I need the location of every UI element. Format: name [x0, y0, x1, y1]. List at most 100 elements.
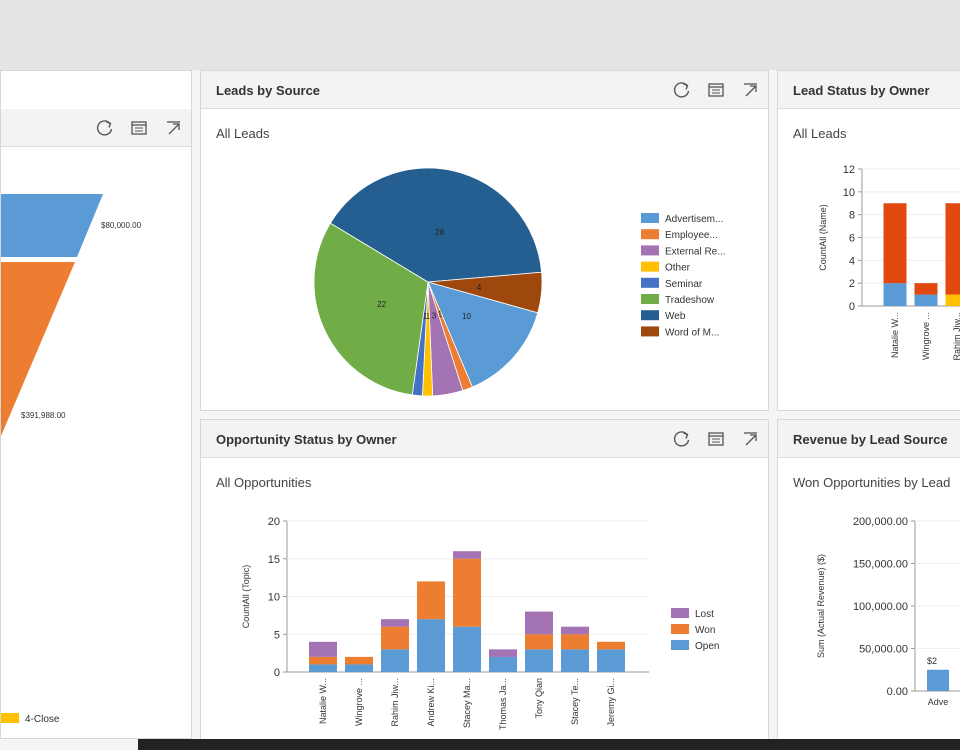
pie-data-label-7: 4 [477, 283, 482, 292]
y-tick-label: 10 [268, 592, 280, 604]
bar-segment[interactable] [417, 581, 445, 620]
x-tick-label: Jeremy Gi... [606, 678, 616, 727]
legend-swatch-7 [641, 326, 659, 337]
view-records-icon[interactable] [706, 429, 726, 449]
legend-label-5[interactable]: Tradeshow [665, 295, 715, 306]
bar-segment[interactable] [309, 664, 337, 672]
legend-swatch-4 [641, 277, 659, 288]
panel-title: Opportunity Status by Owner [216, 432, 397, 447]
bar-segment[interactable] [561, 626, 589, 635]
legend-label-6[interactable]: Web [665, 311, 686, 322]
y-axis-label: Sum (Actual Revenue) ($) [816, 554, 826, 658]
legend-swatch-lost [671, 608, 689, 618]
x-tick-label: Stacey Te... [570, 678, 580, 725]
x-tick-label: Wingrove ... [921, 312, 931, 360]
y-tick-label: 50,000.00 [859, 644, 908, 656]
lead-status-bar-chart: 0 2 4 6 8 10 12 CountAll (Name) Natalie W... Wing… [818, 164, 960, 361]
pie-data-label-5: 22 [377, 300, 386, 309]
bar-segment[interactable] [914, 294, 938, 306]
funnel-label-2: $391,988.00 [21, 411, 66, 420]
x-tick-label: Natalie W... [318, 678, 328, 724]
bar-segment[interactable] [597, 641, 625, 650]
expand-icon[interactable] [740, 429, 760, 449]
pie-slice-5[interactable] [313, 222, 429, 396]
funnel-chart: $80,000.00 $391,988.00 4-Close [1, 194, 142, 725]
lead-status-header: Lead Status by Owner [778, 71, 960, 109]
panel-title: Revenue by Lead Source [793, 432, 948, 447]
bar-segment[interactable] [309, 641, 337, 657]
bar-segment[interactable] [489, 656, 517, 672]
bar-segment[interactable] [883, 203, 907, 284]
refresh-icon[interactable] [672, 429, 692, 449]
y-tick-label: 200,000.00 [853, 516, 908, 528]
x-tick-label: Natalie W... [890, 312, 900, 358]
pie-slice-0[interactable] [427, 281, 539, 388]
x-tick-label: Wingrove ... [354, 678, 364, 726]
legend-label-0[interactable]: Advertisem... [665, 214, 723, 225]
revenue-bar-chart: 0.00 50,000.00 100,000.00 150,000.00 200,000… [816, 516, 960, 707]
legend-label-2[interactable]: External Re... [665, 246, 726, 257]
bar-segment[interactable] [914, 283, 938, 295]
pie-slice-7[interactable] [427, 271, 543, 314]
bar-segment[interactable] [561, 649, 589, 672]
revenue-panel: Revenue by Lead Source Won Opportunities… [777, 419, 960, 750]
view-records-icon[interactable] [129, 118, 149, 138]
y-tick-label: 15 [268, 554, 280, 566]
bar-segment[interactable] [945, 294, 960, 306]
funnel-label-1: $80,000.00 [101, 221, 142, 230]
panel-title: Leads by Source [216, 83, 321, 98]
bar-segment[interactable] [345, 664, 373, 672]
legend-label-4[interactable]: Seminar [665, 279, 703, 290]
legend-label-3[interactable]: Other [665, 263, 691, 274]
funnel-legend-swatch [1, 713, 19, 723]
bar-segment[interactable] [561, 634, 589, 650]
bar-segment[interactable] [525, 649, 553, 672]
funnel-stage-1[interactable] [1, 194, 103, 257]
x-tick-label: Rahim Jiw... [952, 312, 960, 361]
bar-segment[interactable] [309, 656, 337, 665]
top-navigation-bar [0, 0, 960, 70]
y-tick-label: 4 [849, 255, 855, 267]
y-tick-label: 0 [849, 301, 855, 313]
bar-segment[interactable] [453, 558, 481, 627]
funnel-panel-header [1, 109, 191, 147]
bar-segment[interactable] [597, 649, 625, 672]
opportunity-status-bar-chart: 0 5 10 15 20 CountAll (Topic) Natalie W... Wing… [241, 516, 719, 730]
panel-title: Lead Status by Owner [793, 83, 930, 98]
legend-swatch-open [671, 640, 689, 650]
bar-segment[interactable] [927, 669, 949, 691]
legend-label-lost[interactable]: Lost [695, 609, 714, 620]
legend-label-open[interactable]: Open [695, 641, 719, 652]
funnel-stage-2[interactable] [1, 262, 75, 436]
pie-data-label-4: 1 [423, 312, 428, 321]
bar-segment[interactable] [381, 649, 409, 672]
pie-data-label-2: 3 [432, 312, 437, 321]
legend-label-won[interactable]: Won [695, 625, 715, 636]
bar-segment[interactable] [417, 619, 445, 672]
view-records-icon[interactable] [706, 80, 726, 100]
bar-segment[interactable] [345, 656, 373, 665]
y-tick-label: 6 [849, 233, 855, 245]
bar-segment[interactable] [381, 619, 409, 627]
bar-segment[interactable] [945, 203, 960, 295]
pie-slice-6[interactable] [329, 167, 543, 283]
y-tick-label: 150,000.00 [853, 559, 908, 571]
refresh-icon[interactable] [672, 80, 692, 100]
bar-segment[interactable] [453, 551, 481, 559]
x-tick-label: Rahim Jiw... [390, 678, 400, 727]
y-axis-label: CountAll (Name) [818, 204, 828, 271]
bar-segment[interactable] [381, 626, 409, 650]
panel-subtitle: All Leads [216, 126, 270, 141]
bar-segment[interactable] [883, 283, 907, 306]
bar-segment[interactable] [489, 649, 517, 657]
expand-icon[interactable] [163, 118, 183, 138]
bar-segment[interactable] [525, 611, 553, 635]
bar-segment[interactable] [525, 634, 553, 650]
bar-segment[interactable] [453, 626, 481, 672]
panel-subtitle: All Opportunities [216, 475, 312, 490]
legend-label-7[interactable]: Word of M... [665, 327, 719, 338]
expand-icon[interactable] [740, 80, 760, 100]
leads-by-source-pie-chart: 10131122284Advertisem...Employee...Exter… [313, 167, 726, 397]
refresh-icon[interactable] [95, 118, 115, 138]
legend-label-1[interactable]: Employee... [665, 230, 718, 241]
